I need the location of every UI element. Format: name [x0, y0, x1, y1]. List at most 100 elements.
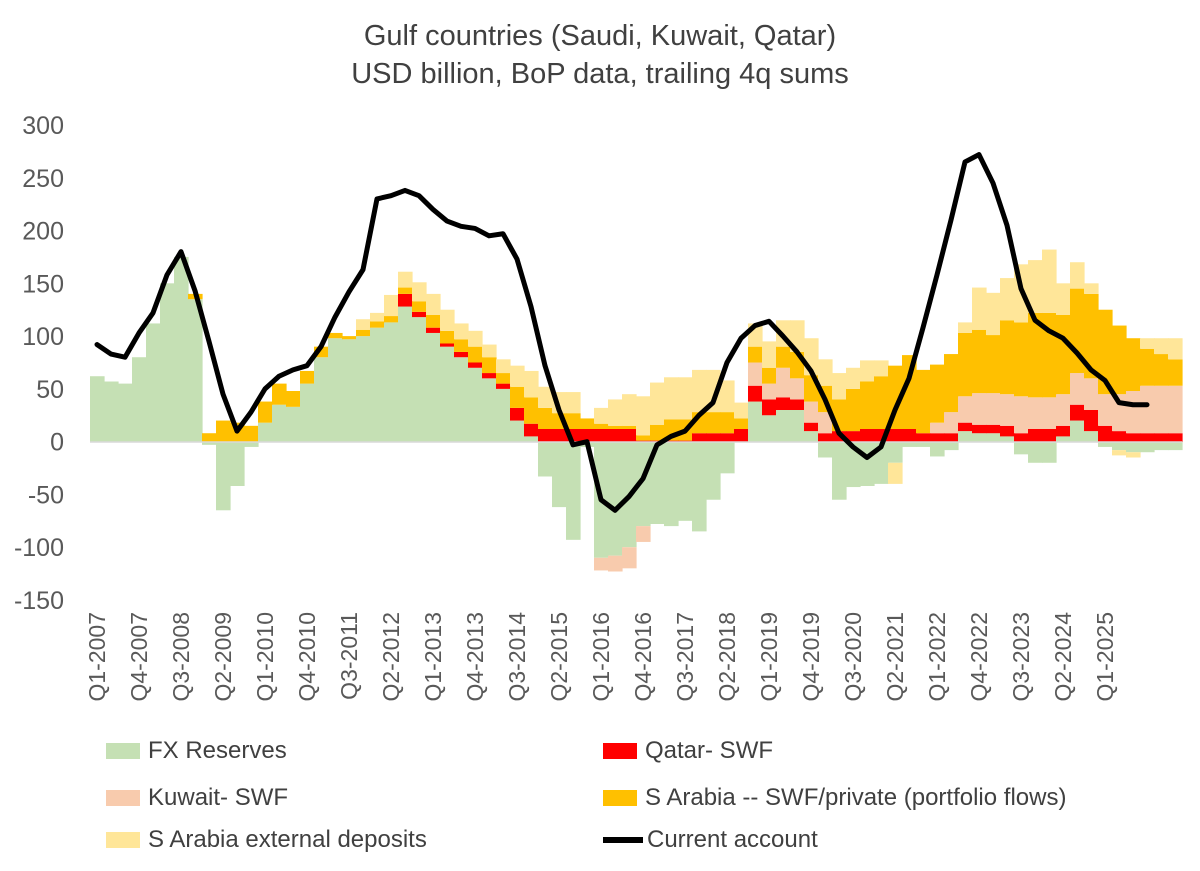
- bar-s-arabia-swf-private-portfolio-flows: [1126, 338, 1141, 391]
- bar-s-arabia-external-deposits: [706, 369, 721, 413]
- bar-kuwait-swf: [1168, 385, 1183, 434]
- bar-fx-reserves: [944, 441, 959, 451]
- bar-fx-reserves: [986, 433, 1001, 442]
- bar-fx-reserves: [356, 336, 371, 442]
- bar-s-arabia-swf-private-portfolio-flows: [762, 367, 777, 384]
- bar-kuwait-swf: [958, 396, 973, 423]
- bar-fx-reserves: [804, 431, 819, 442]
- bar-kuwait-swf: [748, 362, 763, 386]
- x-tick-label: Q1-2022: [924, 612, 950, 702]
- bar-qatar-swf: [678, 440, 693, 442]
- bar-s-arabia-swf-private-portfolio-flows: [258, 401, 273, 423]
- bar-kuwait-swf: [608, 555, 623, 572]
- bar-qatar-swf: [496, 383, 511, 389]
- bar-s-arabia-external-deposits: [888, 462, 903, 484]
- bar-s-arabia-swf-private-portfolio-flows: [986, 335, 1001, 394]
- bar-kuwait-swf: [1126, 391, 1141, 434]
- bar-kuwait-swf: [804, 401, 819, 423]
- bar-s-arabia-external-deposits: [426, 293, 441, 315]
- bar-qatar-swf: [594, 429, 609, 442]
- bar-qatar-swf: [776, 397, 791, 410]
- x-tick-label: Q2-2024: [1050, 612, 1076, 702]
- x-tick-label: Q1-2016: [588, 612, 614, 702]
- bar-fx-reserves: [916, 441, 931, 447]
- bar-qatar-swf: [846, 431, 861, 442]
- bar-qatar-swf: [510, 407, 525, 421]
- bar-qatar-swf: [944, 433, 959, 442]
- bar-qatar-swf: [972, 424, 987, 434]
- bar-kuwait-swf: [944, 412, 959, 434]
- bar-fx-reserves: [1056, 436, 1071, 442]
- bar-s-arabia-swf-private-portfolio-flows: [846, 388, 861, 432]
- bar-s-arabia-swf-private-portfolio-flows: [930, 364, 945, 423]
- bar-fx-reserves: [650, 441, 665, 524]
- bar-kuwait-swf: [762, 383, 777, 400]
- bar-s-arabia-swf-private-portfolio-flows: [1112, 325, 1127, 395]
- bar-fx-reserves: [566, 441, 581, 540]
- bar-kuwait-swf: [1154, 385, 1169, 434]
- bar-s-arabia-external-deposits: [370, 312, 385, 322]
- bar-qatar-swf: [692, 433, 707, 442]
- bar-fx-reserves: [930, 441, 945, 457]
- bar-fx-reserves: [776, 410, 791, 442]
- x-tick-label: Q4-2013: [462, 612, 488, 702]
- bar-qatar-swf: [440, 343, 455, 347]
- bar-s-arabia-external-deposits: [846, 367, 861, 389]
- bar-s-arabia-swf-private-portfolio-flows: [608, 425, 623, 429]
- y-tick-label: 50: [36, 376, 64, 404]
- bar-s-arabia-external-deposits: [594, 407, 609, 424]
- bar-fx-reserves: [790, 410, 805, 442]
- bar-s-arabia-external-deposits: [1056, 283, 1071, 315]
- x-tick-label: Q4-2019: [798, 612, 824, 702]
- bar-qatar-swf: [454, 351, 469, 358]
- bar-s-arabia-swf-private-portfolio-flows: [216, 420, 231, 442]
- bar-fx-reserves: [300, 383, 315, 442]
- bar-fx-reserves: [1042, 441, 1057, 463]
- bar-qatar-swf: [930, 433, 945, 442]
- bar-qatar-swf: [1140, 433, 1155, 442]
- bar-qatar-swf: [608, 429, 623, 442]
- bar-s-arabia-external-deposits: [1140, 338, 1155, 349]
- bar-s-arabia-swf-private-portfolio-flows: [720, 412, 735, 434]
- y-tick-label: -50: [28, 481, 64, 509]
- bar-qatar-swf: [1168, 433, 1183, 442]
- bar-qatar-swf: [1042, 429, 1057, 442]
- bar-s-arabia-swf-private-portfolio-flows: [384, 316, 399, 323]
- bar-s-arabia-swf-private-portfolio-flows: [944, 354, 959, 413]
- bar-fx-reserves: [1112, 441, 1127, 451]
- bar-fx-reserves: [1028, 441, 1043, 463]
- bar-qatar-swf: [1028, 429, 1043, 442]
- bar-s-arabia-swf-private-portfolio-flows: [356, 329, 371, 337]
- bar-fx-reserves: [524, 436, 539, 442]
- bar-qatar-swf: [650, 440, 665, 442]
- bar-kuwait-swf: [1014, 396, 1029, 434]
- x-tick-label: Q2-2018: [714, 612, 740, 702]
- bar-s-arabia-external-deposits: [510, 365, 525, 387]
- bar-s-arabia-swf-private-portfolio-flows: [286, 391, 301, 407]
- bar-fx-reserves: [972, 433, 987, 442]
- bar-fx-reserves: [314, 357, 329, 442]
- bar-s-arabia-swf-private-portfolio-flows: [482, 357, 497, 374]
- bar-kuwait-swf: [776, 367, 791, 398]
- line-current-account: [94, 152, 1150, 513]
- bar-s-arabia-external-deposits: [664, 377, 679, 420]
- bar-qatar-swf: [1000, 425, 1015, 437]
- y-axis: 300 250 200 150 100 50 0 -50 -100 -150: [14, 112, 64, 615]
- x-tick-label: Q2-2009: [210, 612, 236, 702]
- bar-fx-reserves: [370, 327, 385, 442]
- bar-qatar-swf: [1126, 433, 1141, 442]
- bar-s-arabia-swf-private-portfolio-flows: [314, 346, 329, 358]
- bar-qatar-swf: [720, 433, 735, 442]
- bar-qatar-swf: [622, 429, 637, 442]
- bar-fx-reserves: [664, 441, 679, 527]
- bar-s-arabia-swf-private-portfolio-flows: [1014, 322, 1029, 397]
- bar-kuwait-swf: [1028, 397, 1043, 429]
- bar-s-arabia-swf-private-portfolio-flows: [426, 315, 441, 328]
- bar-fx-reserves: [482, 378, 497, 442]
- bar-fx-reserves: [384, 322, 399, 442]
- bar-s-arabia-external-deposits: [622, 394, 637, 426]
- bar-s-arabia-external-deposits: [1084, 283, 1099, 294]
- bar-s-arabia-swf-private-portfolio-flows: [874, 376, 889, 429]
- bar-s-arabia-swf-private-portfolio-flows: [454, 339, 469, 352]
